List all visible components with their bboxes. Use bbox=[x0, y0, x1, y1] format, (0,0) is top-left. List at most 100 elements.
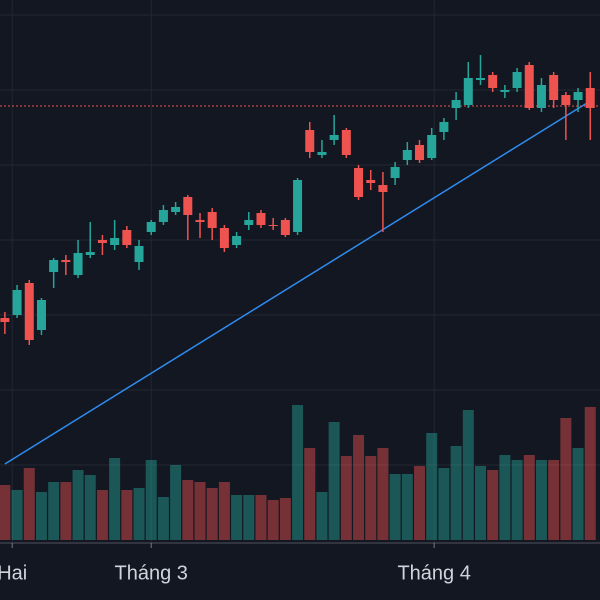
volume-bar bbox=[157, 497, 169, 540]
volume-bar bbox=[474, 466, 486, 540]
candle-body bbox=[402, 150, 412, 160]
candle-body bbox=[500, 90, 510, 92]
candle-body bbox=[475, 78, 485, 80]
candle-body bbox=[451, 100, 461, 108]
candle-body bbox=[219, 228, 229, 248]
volume-bar bbox=[462, 410, 474, 540]
candle-body bbox=[85, 252, 95, 255]
candle-body bbox=[463, 78, 473, 105]
volume-bar bbox=[84, 475, 96, 540]
candle-body bbox=[427, 135, 437, 158]
candle-body bbox=[195, 220, 205, 222]
volume-bar bbox=[438, 468, 450, 540]
candle-body bbox=[293, 180, 303, 232]
candle-body bbox=[354, 168, 364, 197]
candle-body bbox=[366, 180, 376, 183]
candle-body bbox=[97, 240, 107, 243]
x-tick-label: Tháng 4 bbox=[397, 562, 470, 584]
candle-body bbox=[415, 145, 425, 160]
volume-bar bbox=[414, 466, 426, 540]
candle-body bbox=[329, 135, 339, 140]
candle-body bbox=[536, 85, 546, 108]
volume-bar bbox=[584, 407, 596, 540]
volume-bar bbox=[389, 474, 401, 540]
volume-bar bbox=[182, 480, 194, 540]
volume-bar bbox=[23, 468, 35, 540]
candle-body bbox=[36, 300, 46, 330]
candle-body bbox=[256, 213, 266, 225]
candle-body bbox=[268, 225, 278, 226]
volume-bar bbox=[560, 418, 572, 540]
volume-bar bbox=[231, 495, 243, 540]
volume-bar bbox=[426, 433, 438, 540]
candle-body bbox=[512, 72, 522, 88]
candle-body bbox=[61, 260, 71, 262]
volume-bar bbox=[548, 460, 560, 540]
candle-body bbox=[49, 260, 59, 272]
volume-bar bbox=[255, 495, 267, 540]
volume-bar bbox=[511, 460, 523, 540]
volume-bar bbox=[60, 482, 72, 540]
candle-body bbox=[73, 253, 83, 275]
x-tick-label: Tháng 3 bbox=[115, 562, 188, 584]
volume-bar bbox=[170, 465, 182, 540]
volume-bar bbox=[0, 485, 11, 540]
volume-bar bbox=[35, 492, 47, 540]
volume-bar bbox=[145, 460, 157, 540]
volume-bar bbox=[499, 455, 511, 540]
volume-bar bbox=[109, 458, 121, 540]
volume-bar bbox=[48, 482, 60, 540]
volume-bar bbox=[535, 460, 547, 540]
candle-body bbox=[134, 246, 144, 262]
volume-bar bbox=[194, 482, 206, 540]
volume-bar bbox=[72, 470, 84, 540]
candle-body bbox=[561, 95, 571, 105]
candle-body bbox=[0, 318, 10, 322]
candle-body bbox=[573, 92, 583, 100]
volume-bar bbox=[11, 490, 23, 540]
candle-body bbox=[549, 75, 559, 100]
volume-bar bbox=[243, 495, 255, 540]
candle-body bbox=[305, 130, 315, 152]
volume-bar bbox=[450, 446, 462, 540]
candle-body bbox=[244, 220, 254, 225]
volume-bar bbox=[572, 448, 584, 540]
volume-bar bbox=[279, 498, 291, 540]
candle-body bbox=[280, 220, 290, 235]
candle-body bbox=[183, 197, 193, 215]
volume-bar bbox=[96, 490, 108, 540]
candle-body bbox=[378, 185, 388, 192]
candle-body bbox=[317, 152, 327, 155]
volume-bar bbox=[206, 488, 218, 540]
volume-bar bbox=[523, 455, 535, 540]
candle-body bbox=[585, 88, 595, 108]
candle-body bbox=[146, 222, 156, 232]
volume-bar bbox=[365, 456, 377, 540]
x-tick-label: Hai bbox=[0, 562, 27, 584]
axis-area bbox=[0, 543, 600, 600]
volume-bar bbox=[267, 500, 279, 540]
candle-body bbox=[207, 212, 217, 228]
volume-bar bbox=[353, 435, 365, 540]
candle-body bbox=[390, 167, 400, 178]
trend-line bbox=[4, 100, 591, 465]
candle-body bbox=[110, 238, 120, 245]
volume-bar bbox=[133, 488, 145, 540]
volume-bar bbox=[487, 470, 499, 540]
candle-body bbox=[439, 122, 449, 132]
volume-bar bbox=[292, 405, 304, 540]
volume-bar bbox=[401, 474, 413, 540]
candle-body bbox=[341, 130, 351, 155]
candle-body bbox=[122, 230, 132, 245]
candle-body bbox=[24, 283, 34, 340]
volume-bar bbox=[328, 422, 340, 540]
volume-bar bbox=[316, 492, 328, 540]
candle-body bbox=[488, 75, 498, 88]
candle-body bbox=[12, 290, 22, 315]
candle-body bbox=[158, 210, 168, 222]
candle-body bbox=[524, 65, 534, 108]
candle-body bbox=[171, 207, 181, 212]
volume-bar bbox=[304, 448, 316, 540]
